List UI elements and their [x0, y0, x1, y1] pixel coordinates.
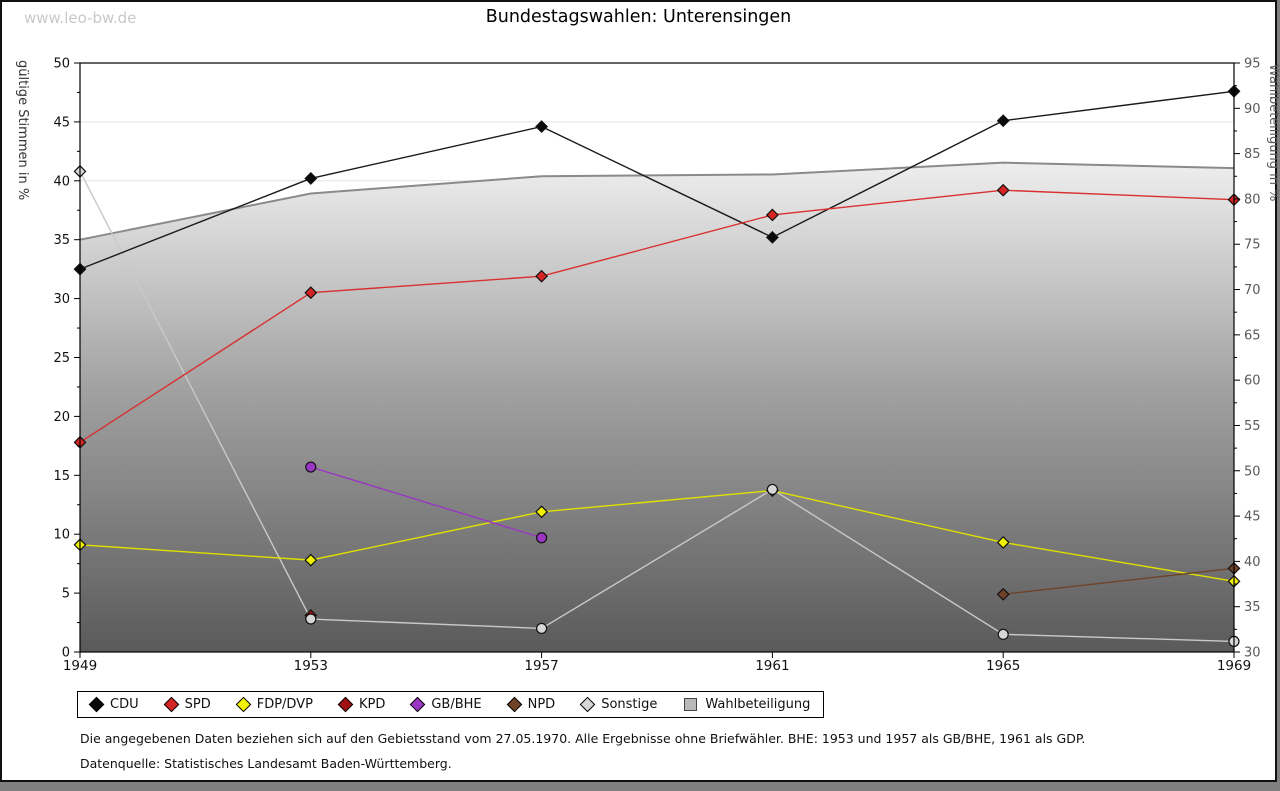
- legend-glyph-square: [684, 698, 698, 711]
- right-tick-label: 40: [1244, 555, 1261, 570]
- right-tick-label: 95: [1244, 57, 1261, 72]
- legend-label: Sonstige: [601, 697, 658, 712]
- right-tick-label: 55: [1244, 419, 1261, 434]
- left-tick-label: 10: [53, 528, 70, 543]
- right-axis-title: Wahlbeteiligung in %: [1266, 64, 1279, 201]
- legend-item-NPD: NPD: [506, 696, 556, 713]
- marker-Sonstige: [305, 613, 317, 625]
- legend-glyph-diamond: [235, 696, 251, 713]
- left-tick-label: 25: [53, 351, 70, 366]
- right-tick-label: 90: [1244, 102, 1261, 117]
- marker-SPD: [765, 208, 779, 222]
- right-tick-label: 50: [1244, 464, 1261, 479]
- turnout-area-edge: [79, 161, 1235, 241]
- left-tick-label: 45: [53, 115, 70, 130]
- right-tick-label: 85: [1244, 147, 1261, 162]
- footnote-geography: Die angegebenen Daten beziehen sich auf …: [80, 731, 1086, 746]
- x-tick-label: 1961: [755, 658, 789, 674]
- legend-label: CDU: [110, 697, 139, 712]
- marker-FDPDVP: [304, 553, 318, 567]
- left-tick-label: 15: [53, 469, 70, 484]
- series-line-FDPDVP: [79, 489, 1235, 583]
- turnout-area: [80, 162, 1234, 652]
- x-tick-label: 1957: [524, 658, 558, 674]
- marker-Sonstige: [766, 483, 779, 496]
- x-tick-label: 1953: [294, 658, 328, 674]
- left-tick-label: 50: [53, 57, 70, 72]
- left-tick-label: 20: [53, 410, 70, 425]
- marker-FDPDVP: [996, 535, 1010, 549]
- legend-label: Wahlbeteiligung: [705, 697, 811, 712]
- legend-label: SPD: [184, 697, 211, 712]
- series-line-CDU: [79, 90, 1235, 270]
- left-tick-label: 0: [62, 646, 70, 661]
- legend-label: FDP/DVP: [256, 697, 313, 712]
- x-tick-label: 1965: [986, 658, 1020, 674]
- x-tick-label: 1969: [1217, 658, 1251, 674]
- legend-item-GBBHE: GB/BHE: [410, 696, 482, 713]
- marker-Sonstige: [997, 628, 1009, 640]
- marker-Sonstige: [535, 622, 548, 635]
- left-tick-label: 5: [62, 587, 70, 602]
- marker-CDU: [996, 114, 1010, 128]
- marker-CDU: [765, 230, 779, 244]
- right-tick-label: 80: [1244, 192, 1261, 207]
- series-line-GBBHE: [310, 466, 542, 539]
- right-tick-label: 70: [1244, 283, 1261, 298]
- legend-glyph-diamond: [337, 696, 354, 713]
- left-axis-title: gültige Stimmen in %: [15, 60, 30, 200]
- marker-NPD: [996, 587, 1010, 601]
- right-tick-label: 60: [1244, 374, 1261, 389]
- legend-item-SPD: SPD: [163, 696, 211, 713]
- legend-glyph-diamond: [506, 696, 522, 713]
- marker-CDU: [535, 120, 549, 134]
- marker-GBBHE: [535, 532, 548, 544]
- marker-SPD: [535, 269, 549, 283]
- legend-item-Sonstige: Sonstige: [579, 696, 658, 713]
- legend-glyph-diamond: [88, 696, 105, 713]
- marker-SPD: [996, 183, 1010, 197]
- left-tick-label: 35: [53, 233, 70, 248]
- legend-item-Wahlbeteiligung: Wahlbeteiligung: [684, 697, 810, 712]
- legend-item-CDU: CDU: [88, 696, 139, 713]
- chart-legend: CDU SPD FDP/DVP KPD GB/BHE NPD Sonstige Wahlbet…: [77, 691, 825, 718]
- left-tick-label: 40: [53, 174, 70, 189]
- legend-item-FDPDVP: FDP/DVP: [235, 696, 313, 713]
- legend-label: KPD: [358, 697, 386, 712]
- legend-glyph-diamond: [579, 696, 596, 713]
- right-tick-label: 35: [1244, 600, 1261, 615]
- legend-label: NPD: [527, 697, 556, 712]
- right-tick-label: 75: [1244, 238, 1261, 253]
- footnote-source: Datenquelle: Statistisches Landesamt Bad…: [80, 756, 452, 771]
- x-tick-label: 1949: [63, 658, 97, 674]
- legend-label: GB/BHE: [431, 697, 482, 712]
- legend-item-KPD: KPD: [337, 696, 386, 713]
- marker-CDU: [304, 171, 318, 185]
- marker-FDPDVP: [535, 505, 549, 519]
- chart-title: Bundestagswahlen: Unterensingen: [485, 7, 792, 27]
- marker-GBBHE: [305, 461, 317, 473]
- marker-SPD: [304, 286, 318, 300]
- right-tick-label: 30: [1244, 646, 1261, 661]
- right-tick-label: 65: [1244, 328, 1261, 343]
- series-line-Sonstige: [79, 171, 1235, 643]
- left-tick-label: 30: [53, 292, 70, 307]
- series-line-NPD: [1003, 567, 1235, 595]
- series-line-SPD: [79, 189, 1235, 443]
- watermark: www.leo-bw.de: [24, 9, 137, 27]
- legend-glyph-diamond: [410, 696, 426, 713]
- legend-glyph-diamond: [163, 696, 179, 713]
- right-tick-label: 45: [1244, 510, 1261, 525]
